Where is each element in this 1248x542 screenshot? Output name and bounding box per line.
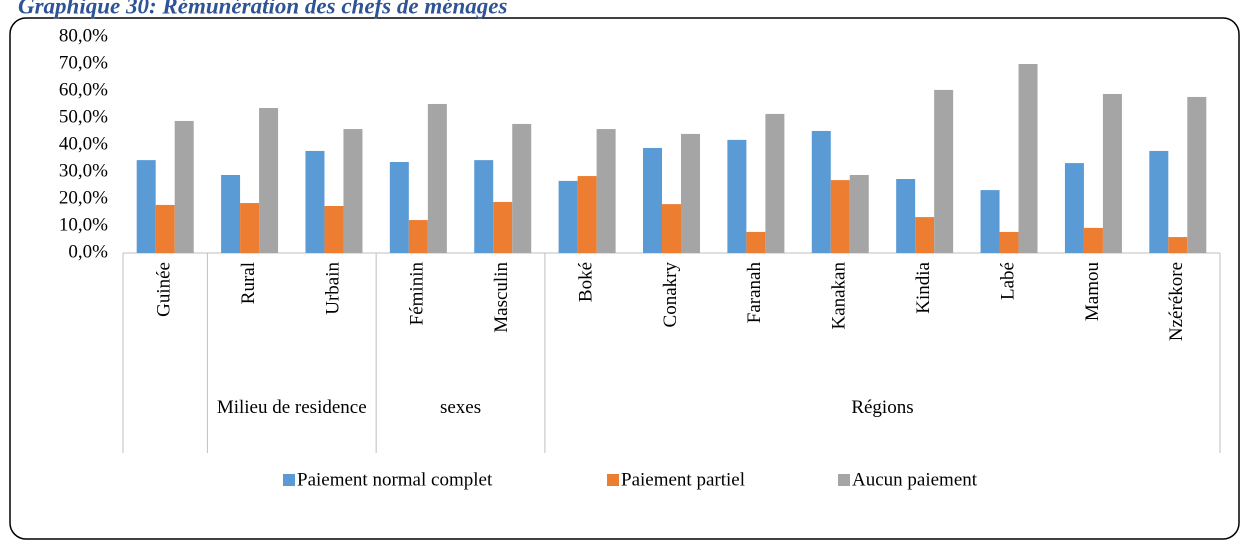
x-tick-label: Boké xyxy=(575,262,596,302)
chart-frame xyxy=(9,17,1240,540)
x-tick-label: Faranah xyxy=(744,262,765,324)
bar xyxy=(811,130,831,253)
bar xyxy=(240,203,260,253)
y-tick-label: 70,0% xyxy=(59,52,108,73)
bar xyxy=(343,129,363,253)
y-tick-label: 40,0% xyxy=(59,133,108,154)
x-tick-label: Urbain xyxy=(322,262,343,315)
x-tick-label: Mamou xyxy=(1082,262,1103,322)
bar xyxy=(915,217,935,253)
x-tick-label: Guinée xyxy=(154,262,175,317)
bar xyxy=(474,160,494,253)
bar xyxy=(896,179,916,253)
legend-swatch xyxy=(283,474,295,486)
bar xyxy=(934,89,954,253)
legend-label: Paiement normal complet xyxy=(297,469,493,490)
bar xyxy=(512,123,532,253)
bar xyxy=(221,174,241,253)
y-tick-label: 50,0% xyxy=(59,106,108,127)
bar xyxy=(1149,150,1169,253)
bar xyxy=(999,231,1019,253)
x-tick-label: Labé xyxy=(997,262,1018,300)
bar xyxy=(1168,237,1188,253)
bar xyxy=(305,150,325,253)
bar xyxy=(174,120,194,253)
bar xyxy=(830,180,850,253)
bar xyxy=(727,139,747,253)
x-tick-label: Rural xyxy=(238,262,259,304)
bar xyxy=(643,147,662,253)
bar xyxy=(558,180,578,253)
group-label: Régions xyxy=(851,397,914,418)
group-label: sexes xyxy=(439,397,482,418)
bar xyxy=(427,103,447,254)
x-tick-label: Kanakan xyxy=(829,262,850,330)
bar xyxy=(681,133,700,253)
x-tick-label: Nzérékore xyxy=(1166,262,1187,341)
bar xyxy=(1102,93,1122,253)
y-tick-label: 30,0% xyxy=(59,160,108,181)
bar xyxy=(408,220,428,253)
y-tick-label: 10,0% xyxy=(59,214,108,235)
bar xyxy=(1018,64,1038,253)
bar xyxy=(155,204,175,253)
bar xyxy=(980,190,1000,253)
bar xyxy=(596,129,616,253)
legend-label: Paiement partiel xyxy=(621,469,745,490)
x-tick-label: Masculin xyxy=(491,262,512,333)
x-tick-label: Féminin xyxy=(407,262,428,326)
bar xyxy=(849,174,869,253)
bar xyxy=(746,231,766,253)
bar xyxy=(1083,227,1103,253)
bar xyxy=(662,204,681,253)
bar xyxy=(324,206,344,253)
y-tick-label: 80,0% xyxy=(59,25,108,46)
y-tick-label: 20,0% xyxy=(59,187,108,208)
bar xyxy=(136,160,156,253)
legend-swatch xyxy=(838,474,850,486)
bar xyxy=(493,201,513,253)
bar xyxy=(765,113,785,253)
x-tick-label: Conakry xyxy=(660,262,681,328)
bar xyxy=(1064,163,1084,253)
y-tick-label: 0,0% xyxy=(68,241,108,262)
bar xyxy=(389,162,409,253)
y-tick-label: 60,0% xyxy=(59,79,108,100)
legend-swatch xyxy=(607,474,619,486)
chart-title: Graphique 30: Rémunération des chefs de … xyxy=(18,0,507,18)
legend-label: Aucun paiement xyxy=(852,469,978,490)
bar xyxy=(259,108,279,253)
bar xyxy=(577,176,597,253)
group-label: Milieu de residence xyxy=(216,397,367,418)
bar xyxy=(1187,96,1207,253)
x-tick-label: Kindia xyxy=(913,261,934,313)
